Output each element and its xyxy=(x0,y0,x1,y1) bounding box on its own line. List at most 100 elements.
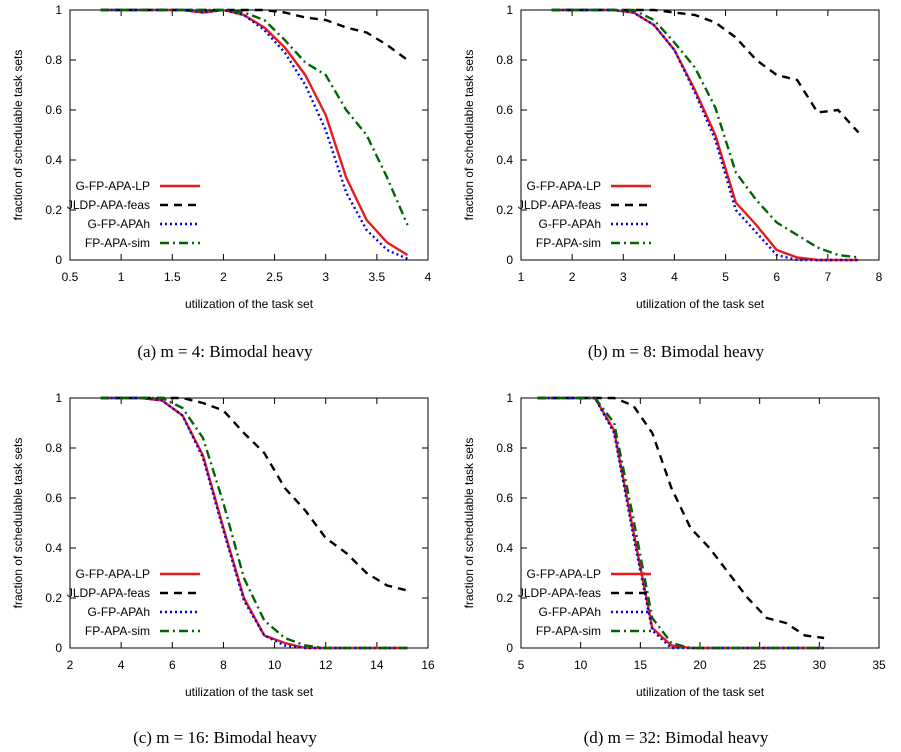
y-tick-label: 0.8 xyxy=(45,441,62,455)
x-tick-label: 25 xyxy=(753,658,767,672)
x-tick-label: 16 xyxy=(421,658,435,672)
x-tick-label: 12 xyxy=(319,658,333,672)
legend-label: JLDP-APA-feas xyxy=(67,586,150,600)
x-tick-label: 4 xyxy=(118,658,125,672)
y-tick-label: 0.2 xyxy=(45,591,62,605)
y-tick-label: 0.6 xyxy=(45,491,62,505)
x-tick-label: 1 xyxy=(118,270,125,284)
x-tick-label: 3 xyxy=(620,270,627,284)
caption-c: (c) m = 16: Bimodal heavy xyxy=(133,728,317,747)
chart-panel-a: 0 0.2 0.4 0.6 0.8 1 0.5 1 1.5 2 2.5 3 3.5 4 utilizatio… xyxy=(11,3,432,311)
x-tick-label: 0.5 xyxy=(62,270,79,284)
y-tick-label: 0.2 xyxy=(496,591,513,605)
y-tick-label: 0.6 xyxy=(496,103,513,117)
x-tick-label: 4 xyxy=(425,270,432,284)
legend-label: FP-APA-sim xyxy=(536,236,601,250)
series-line-g-fp-apah xyxy=(100,396,408,650)
y-axis-label: fraction of schedulable task sets xyxy=(11,50,25,221)
x-tick-label: 6 xyxy=(773,270,780,284)
x-tick-label: 2.5 xyxy=(266,270,283,284)
x-tick-label: 2 xyxy=(220,270,227,284)
legend-label: FP-APA-sim xyxy=(85,624,150,638)
y-tick-label: 0 xyxy=(506,641,513,655)
chart-panel-b: 0 0.2 0.4 0.6 0.8 1 1 2 3 4 5 6 7 8 utilization of the… xyxy=(462,3,883,311)
y-tick-label: 0.2 xyxy=(45,203,62,217)
legend-label: G-FP-APAh xyxy=(539,605,601,619)
y-tick-label: 0.8 xyxy=(496,441,513,455)
y-tick-label: 1 xyxy=(55,391,62,405)
x-tick-label: 10 xyxy=(268,658,282,672)
series-line-fp-apa-sim xyxy=(100,396,408,650)
x-tick-label: 2 xyxy=(67,658,74,672)
y-tick-label: 1 xyxy=(506,3,513,17)
legend-label: JLDP-APA-feas xyxy=(518,198,601,212)
y-tick-label: 0.6 xyxy=(45,103,62,117)
caption-a: (a) m = 4: Bimodal heavy xyxy=(137,342,313,361)
y-axis-label: fraction of schedulable task sets xyxy=(462,50,476,221)
caption-b: (b) m = 8: Bimodal heavy xyxy=(587,342,765,361)
series-line-jldp-apa-feas xyxy=(537,396,825,640)
y-tick-label: 1 xyxy=(506,391,513,405)
legend-label: G-FP-APA-LP xyxy=(76,567,150,581)
y-tick-label: 0 xyxy=(506,253,513,267)
legend-label: JLDP-APA-feas xyxy=(518,586,601,600)
legend-label: G-FP-APAh xyxy=(539,217,601,231)
x-tick-label: 20 xyxy=(693,658,707,672)
x-tick-label: 15 xyxy=(634,658,648,672)
series-line-fp-apa-sim xyxy=(100,8,409,226)
x-tick-label: 2 xyxy=(569,270,576,284)
y-tick-label: 0.4 xyxy=(496,541,513,555)
y-tick-label: 0.6 xyxy=(496,491,513,505)
caption-d: (d) m = 32: Bimodal heavy xyxy=(583,728,769,747)
y-tick-label: 0.2 xyxy=(496,203,513,217)
series-line-fp-apa-sim xyxy=(551,8,859,259)
plot-frame xyxy=(69,9,429,261)
plot-frame xyxy=(69,397,429,649)
legend-label: FP-APA-sim xyxy=(536,624,601,638)
series-line-jldp-apa-feas xyxy=(100,396,408,592)
y-tick-label: 0 xyxy=(55,641,62,655)
legend-label: G-FP-APAh xyxy=(88,605,150,619)
y-tick-label: 0.4 xyxy=(496,153,513,167)
x-tick-label: 6 xyxy=(169,658,176,672)
legend-label: G-FP-APAh xyxy=(88,217,150,231)
x-tick-label: 7 xyxy=(825,270,832,284)
y-axis-label: fraction of schedulable task sets xyxy=(11,438,25,609)
x-axis-label: utilization of the task set xyxy=(185,685,314,699)
x-tick-label: 14 xyxy=(370,658,384,672)
x-tick-label: 30 xyxy=(813,658,827,672)
x-tick-label: 8 xyxy=(876,270,883,284)
x-tick-label: 5 xyxy=(722,270,729,284)
x-tick-label: 10 xyxy=(574,658,588,672)
legend-label: JLDP-APA-feas xyxy=(67,198,150,212)
series-line-jldp-apa-feas xyxy=(551,8,860,134)
series-line-jldp-apa-feas xyxy=(100,8,409,61)
legend-label: FP-APA-sim xyxy=(85,236,150,250)
y-tick-label: 0 xyxy=(55,253,62,267)
x-tick-label: 3.5 xyxy=(369,270,386,284)
y-tick-label: 0.8 xyxy=(496,53,513,67)
x-tick-label: 1 xyxy=(518,270,525,284)
legend-label: G-FP-APA-LP xyxy=(527,567,601,581)
x-tick-label: 5 xyxy=(518,658,525,672)
x-tick-label: 8 xyxy=(220,658,227,672)
y-tick-label: 0.4 xyxy=(45,541,62,555)
x-axis-label: utilization of the task set xyxy=(636,685,765,699)
y-tick-label: 1 xyxy=(55,3,62,17)
plot-frame xyxy=(520,9,880,261)
x-tick-label: 35 xyxy=(872,658,886,672)
series-line-fp-apa-sim xyxy=(537,396,825,650)
x-axis-label: utilization of the task set xyxy=(636,297,765,311)
x-tick-label: 3 xyxy=(322,270,329,284)
x-tick-label: 1.5 xyxy=(164,270,181,284)
y-tick-label: 0.8 xyxy=(45,53,62,67)
y-axis-label: fraction of schedulable task sets xyxy=(462,438,476,609)
x-axis-label: utilization of the task set xyxy=(185,297,314,311)
x-tick-label: 4 xyxy=(671,270,678,284)
legend-label: G-FP-APA-LP xyxy=(527,179,601,193)
legend-label: G-FP-APA-LP xyxy=(76,179,150,193)
y-tick-label: 0.4 xyxy=(45,153,62,167)
